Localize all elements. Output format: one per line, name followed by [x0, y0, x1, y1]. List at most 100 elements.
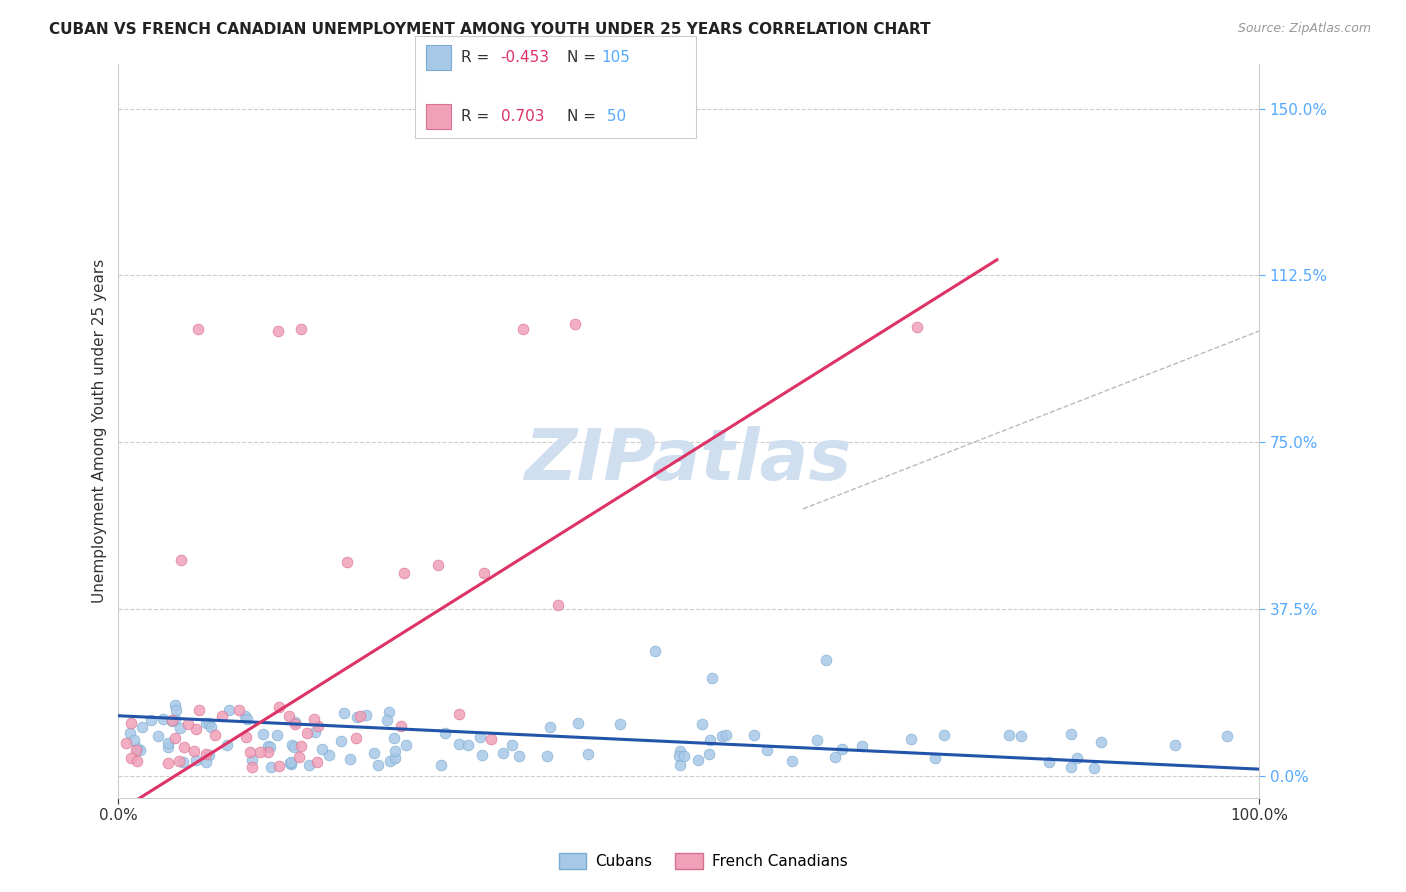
Point — [392, 566, 415, 581]
Point — [1066, 751, 1088, 765]
Text: Source: ZipAtlas.com: Source: ZipAtlas.com — [1237, 22, 1371, 36]
Point — [297, 726, 319, 740]
Text: N =: N = — [567, 110, 600, 124]
Point — [710, 729, 733, 743]
Point — [512, 322, 534, 336]
Point — [290, 739, 312, 753]
Point — [382, 731, 405, 745]
Point — [281, 738, 304, 752]
Point — [1216, 729, 1239, 743]
Point — [672, 749, 695, 764]
Point — [177, 717, 200, 731]
Point — [471, 747, 494, 762]
Point — [354, 708, 377, 723]
Point — [194, 756, 217, 770]
Point — [430, 757, 453, 772]
Point — [384, 744, 406, 758]
Point — [363, 746, 385, 760]
Point — [280, 757, 302, 772]
Point — [266, 728, 288, 742]
Point — [567, 716, 589, 731]
Point — [194, 715, 217, 730]
Point — [831, 742, 853, 756]
Point — [183, 744, 205, 758]
Point — [127, 754, 149, 768]
Point — [755, 743, 778, 757]
Point — [240, 753, 263, 767]
Point — [267, 324, 290, 338]
Point — [339, 752, 361, 766]
Point — [252, 727, 274, 741]
Point — [160, 714, 183, 728]
Point — [311, 742, 333, 756]
Point — [564, 318, 586, 332]
Point — [851, 739, 873, 753]
Point — [699, 732, 721, 747]
Point — [118, 726, 141, 740]
Point — [298, 758, 321, 772]
Point — [349, 709, 371, 723]
Point — [924, 750, 946, 764]
Point — [492, 746, 515, 760]
Text: R =: R = — [461, 50, 495, 64]
Point — [367, 758, 389, 772]
Point — [283, 739, 305, 754]
Point — [125, 742, 148, 756]
Point — [163, 698, 186, 713]
Point — [169, 721, 191, 735]
Point — [240, 760, 263, 774]
Point — [716, 727, 738, 741]
Point — [378, 755, 401, 769]
Point — [200, 720, 222, 734]
Point — [305, 755, 328, 769]
Point — [449, 707, 471, 722]
Point — [304, 725, 326, 739]
Point — [468, 730, 491, 744]
Point — [1038, 755, 1060, 769]
Point — [905, 319, 928, 334]
Point — [472, 566, 495, 581]
Point — [152, 712, 174, 726]
Point — [344, 731, 367, 745]
Point — [318, 747, 340, 762]
Point — [170, 553, 193, 567]
Text: N =: N = — [567, 50, 600, 64]
Point — [120, 751, 142, 765]
Point — [284, 714, 307, 729]
Point — [260, 759, 283, 773]
Point — [218, 702, 240, 716]
Point — [290, 322, 312, 336]
Point — [187, 322, 209, 336]
Point — [346, 710, 368, 724]
Point — [508, 749, 530, 764]
Text: ZIPatlas: ZIPatlas — [526, 425, 852, 495]
Point — [538, 719, 561, 733]
Point — [934, 729, 956, 743]
Point — [186, 753, 208, 767]
Point — [165, 703, 187, 717]
Point — [131, 720, 153, 734]
Point — [536, 749, 558, 764]
Point — [277, 709, 299, 723]
Point — [375, 713, 398, 727]
Point — [1060, 727, 1083, 741]
Point — [141, 713, 163, 727]
Point — [547, 598, 569, 612]
Point — [115, 736, 138, 750]
Point — [167, 754, 190, 768]
Point — [644, 644, 666, 658]
Point — [900, 731, 922, 746]
Point — [426, 558, 449, 572]
Point — [744, 728, 766, 742]
Point — [395, 738, 418, 752]
Point — [239, 745, 262, 759]
Point — [433, 726, 456, 740]
Point — [122, 733, 145, 747]
Point — [700, 671, 723, 685]
Point — [165, 712, 187, 726]
Text: 0.703: 0.703 — [501, 110, 544, 124]
Point — [257, 745, 280, 759]
Point — [329, 734, 352, 748]
Point — [1010, 729, 1032, 743]
Point — [447, 737, 470, 751]
